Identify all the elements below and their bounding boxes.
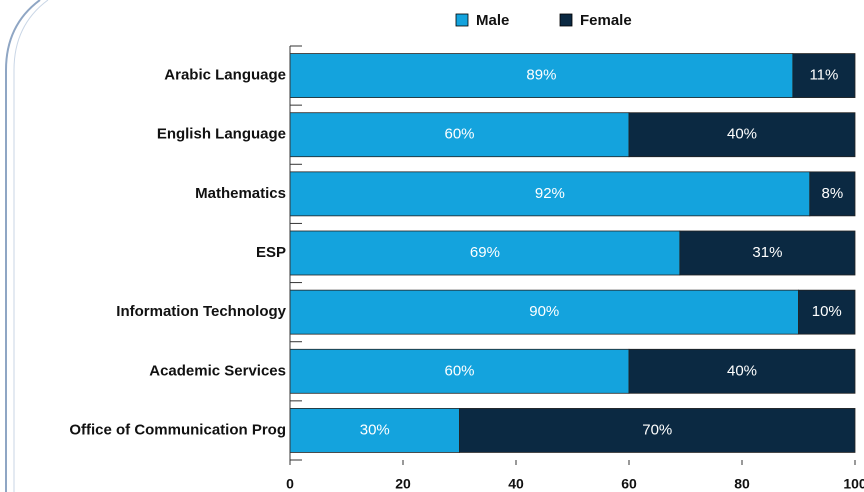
x-tick-label: 0 bbox=[286, 476, 294, 492]
value-label: 8% bbox=[822, 185, 844, 202]
y-tick-label: Academic Services bbox=[149, 362, 286, 379]
legend-label: Male bbox=[476, 12, 509, 29]
bar-segment bbox=[792, 53, 856, 98]
value-label: 40% bbox=[727, 362, 757, 379]
panel-border bbox=[5, 0, 41, 492]
panel-border-inner bbox=[13, 0, 49, 492]
x-tick-label: 40 bbox=[508, 476, 524, 492]
value-label: 69% bbox=[470, 244, 500, 261]
bar-segment bbox=[679, 230, 856, 276]
x-tick-label: 20 bbox=[395, 476, 411, 492]
value-label: 89% bbox=[526, 67, 556, 84]
bar-segment bbox=[628, 348, 856, 394]
y-tick-label: Mathematics bbox=[195, 185, 286, 202]
bar-segment bbox=[289, 230, 681, 276]
value-label: 11% bbox=[809, 67, 838, 84]
y-tick-label: Office of Communication Prog bbox=[69, 421, 286, 438]
legend-swatch bbox=[455, 13, 469, 27]
x-tick-label: 80 bbox=[734, 476, 750, 492]
value-label: 60% bbox=[444, 362, 474, 379]
value-label: 30% bbox=[360, 421, 390, 438]
value-label: 31% bbox=[752, 244, 782, 261]
y-tick-label: Arabic Language bbox=[164, 67, 286, 84]
bar-segment bbox=[459, 408, 856, 453]
y-tick-label: Information Technology bbox=[116, 303, 286, 320]
value-label: 60% bbox=[444, 126, 474, 143]
x-tick-label: 60 bbox=[621, 476, 637, 492]
y-tick-label: ESP bbox=[256, 244, 286, 261]
value-label: 10% bbox=[812, 303, 842, 320]
value-label: 90% bbox=[529, 303, 559, 320]
bar-segment bbox=[628, 112, 856, 158]
bar-segment bbox=[289, 289, 799, 335]
legend-swatch bbox=[559, 13, 573, 27]
value-label: 92% bbox=[535, 185, 565, 202]
bar-segment bbox=[798, 289, 856, 335]
bar-segment bbox=[289, 348, 630, 394]
value-label: 70% bbox=[642, 421, 672, 438]
x-tick-label: 100 bbox=[843, 476, 864, 492]
bar-segment bbox=[289, 112, 630, 158]
y-tick-label: English Language bbox=[157, 126, 286, 143]
bar-segment bbox=[289, 408, 460, 453]
bar-segment bbox=[809, 171, 856, 217]
legend-label: Female bbox=[580, 12, 632, 29]
value-label: 40% bbox=[727, 126, 757, 143]
